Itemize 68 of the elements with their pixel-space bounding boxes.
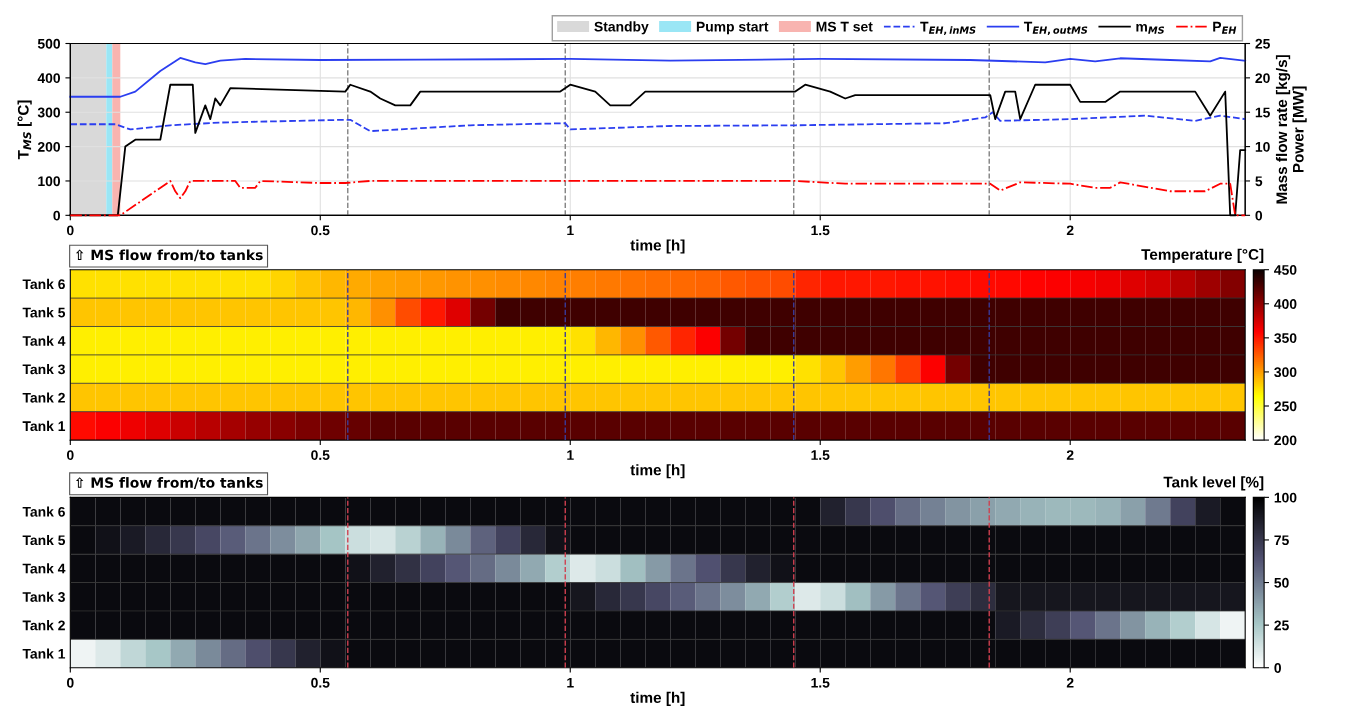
- y-tick-label: 100: [38, 176, 61, 187]
- x-axis-title: time [h]: [630, 691, 685, 707]
- legend-label: T$_{EH,outMS}$: [1023, 21, 1088, 36]
- color-bar-label: 250: [1274, 401, 1297, 412]
- color-bar-label: 25: [1274, 620, 1289, 631]
- color-bar-label: 450: [1274, 265, 1297, 275]
- x-tick-label: 2: [1066, 450, 1074, 460]
- y-tick-label: Tank 1: [22, 648, 66, 659]
- y2-tick-label: 15: [1255, 107, 1270, 118]
- y-tick-label: Tank 2: [22, 392, 65, 403]
- y2-tick-label: 10: [1255, 141, 1270, 152]
- color-bar-label: 50: [1274, 577, 1289, 588]
- color-bar-label: 400: [1274, 299, 1297, 309]
- y-tick-label: Tank 4: [22, 335, 66, 346]
- x-tick-label: 1.5: [811, 677, 830, 688]
- line-series: [69, 57, 1247, 98]
- x-tick-label: 2: [1066, 225, 1074, 236]
- color-bar-label: 300: [1274, 367, 1297, 378]
- x-tick-label: 1: [567, 225, 574, 236]
- y2-tick-label: 20: [1255, 73, 1270, 84]
- y2-tick-label: 0: [1255, 210, 1263, 221]
- y-tick-label: Tank 1: [22, 420, 66, 432]
- text: ⇧ MS flow from/to tanks: [75, 477, 263, 489]
- y2-tick-label: 5: [1255, 176, 1263, 187]
- legend-label: Pump start: [696, 21, 769, 35]
- x-tick-label: 0.5: [311, 450, 330, 460]
- y-tick-label: Tank 5: [22, 307, 66, 318]
- y2-tick-label: 25: [1255, 38, 1270, 49]
- y2-axis-title: Mass flow rate [kg/s] Power [MW]: [1275, 55, 1307, 204]
- y-tick-label: Tank 5: [22, 534, 66, 546]
- color-bar-label: 350: [1274, 333, 1297, 344]
- y-tick-label: Tank 3: [22, 591, 65, 602]
- y-tick-label: 200: [37, 141, 61, 152]
- legend-label: P$_{EH}$: [1213, 21, 1237, 34]
- y-tick-label: Tank 6: [22, 278, 65, 290]
- x-axis-title: time [h]: [630, 239, 685, 254]
- x-tick-label: 0: [66, 677, 74, 688]
- x-tick-label: 0.5: [311, 225, 330, 236]
- y-tick-label: 500: [37, 38, 61, 49]
- color-bar-title: Tank level [%]: [1163, 476, 1264, 491]
- x-tick-label: 1.5: [811, 225, 830, 236]
- y-tick-label: Tank 6: [22, 506, 65, 517]
- x-tick-label: 1.5: [811, 450, 830, 460]
- legend-label: MS T set: [816, 21, 873, 32]
- color-bar-label: 75: [1274, 535, 1289, 546]
- y-tick-label: Tank 2: [22, 620, 65, 631]
- y-tick-label: Tank 4: [22, 563, 66, 574]
- color-bar-label: 200: [1274, 435, 1297, 446]
- y-tick-label: Tank 3: [22, 364, 65, 375]
- x-axis-title: time [h]: [630, 464, 685, 479]
- line-series: [69, 111, 1247, 133]
- color-bar-label: 0: [1274, 663, 1281, 673]
- x-tick-label: 1: [567, 677, 574, 688]
- y-axis-title: T$_{MS}$ [°C]: [17, 100, 32, 160]
- color-bar-label: 100: [1274, 492, 1297, 503]
- legend-label: m$_{MS}$: [1136, 23, 1165, 34]
- legend-label: T$_{EH,inMS}$: [920, 21, 976, 36]
- legend-label: Standby: [594, 21, 649, 35]
- y-tick-label: 300: [37, 107, 61, 118]
- text: ⇧ MS flow from/to tanks: [75, 249, 263, 262]
- y-tick-label: 0: [53, 210, 61, 221]
- x-tick-label: 0: [66, 225, 74, 236]
- color-bar-title: Temperature [°C]: [1141, 248, 1264, 263]
- y-tick-label: 400: [37, 73, 61, 84]
- x-tick-label: 0: [66, 450, 74, 460]
- x-tick-label: 1: [567, 450, 574, 460]
- x-tick-label: 2: [1066, 677, 1074, 688]
- x-tick-label: 0.5: [311, 677, 330, 688]
